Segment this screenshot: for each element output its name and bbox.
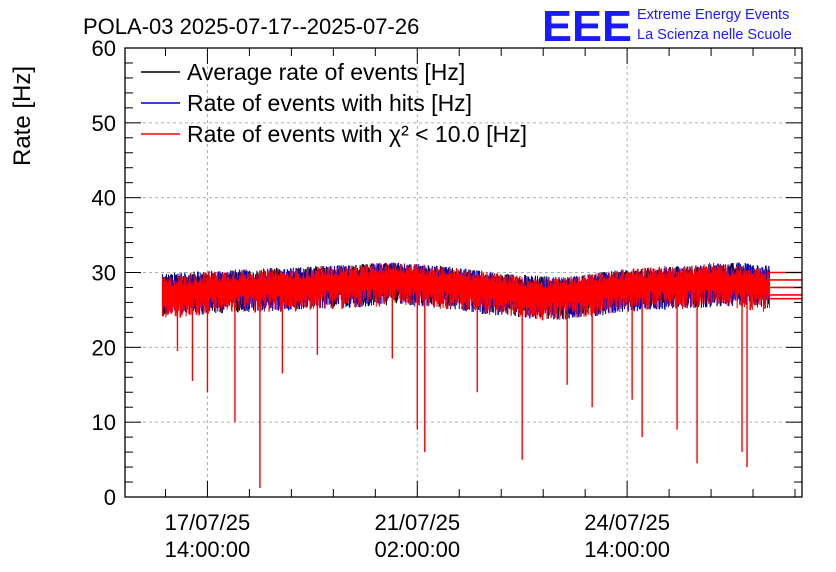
logo-mark: EEE xyxy=(542,2,632,51)
y-tick-label: 30 xyxy=(92,261,116,286)
y-tick-label: 40 xyxy=(92,186,116,211)
y-tick-label: 20 xyxy=(92,335,116,360)
chart-title: POLA-03 2025-07-17--2025-07-26 xyxy=(83,14,419,39)
data-layer xyxy=(161,262,802,489)
legend-label-1: Average rate of events [Hz] xyxy=(187,59,465,85)
y-axis-title: Rate [Hz] xyxy=(9,66,36,166)
eee-logo: EEE Extreme Energy Events La Scienza nel… xyxy=(542,2,792,51)
x-tick-time: 02:00:00 xyxy=(374,537,460,562)
y-tick-label: 50 xyxy=(92,111,116,136)
logo-line2: La Scienza nelle Scuole xyxy=(637,27,792,43)
y-tick-label: 0 xyxy=(104,485,116,510)
logo-line1: Extreme Energy Events xyxy=(637,7,789,23)
y-tick-labels: 0 10 20 30 40 50 60 xyxy=(92,36,116,510)
x-tick-date: 17/07/25 xyxy=(165,510,251,535)
x-tick-date: 24/07/25 xyxy=(584,510,670,535)
x-tick-time: 14:00:00 xyxy=(165,537,251,562)
x-tick-labels: 17/07/2514:00:0021/07/2502:00:0024/07/25… xyxy=(165,510,670,562)
x-tick-time: 14:00:00 xyxy=(584,537,670,562)
legend-label-2: Rate of events with hits [Hz] xyxy=(187,90,472,116)
y-tick-label: 60 xyxy=(92,36,116,61)
legend: Average rate of events [Hz] Rate of event… xyxy=(141,59,527,147)
x-tick-date: 21/07/25 xyxy=(374,510,460,535)
y-tick-label: 10 xyxy=(92,410,116,435)
legend-label-3: Rate of events with χ² < 10.0 [Hz] xyxy=(187,121,527,147)
series-line-3 xyxy=(161,262,771,321)
axis-ticks xyxy=(125,47,802,498)
